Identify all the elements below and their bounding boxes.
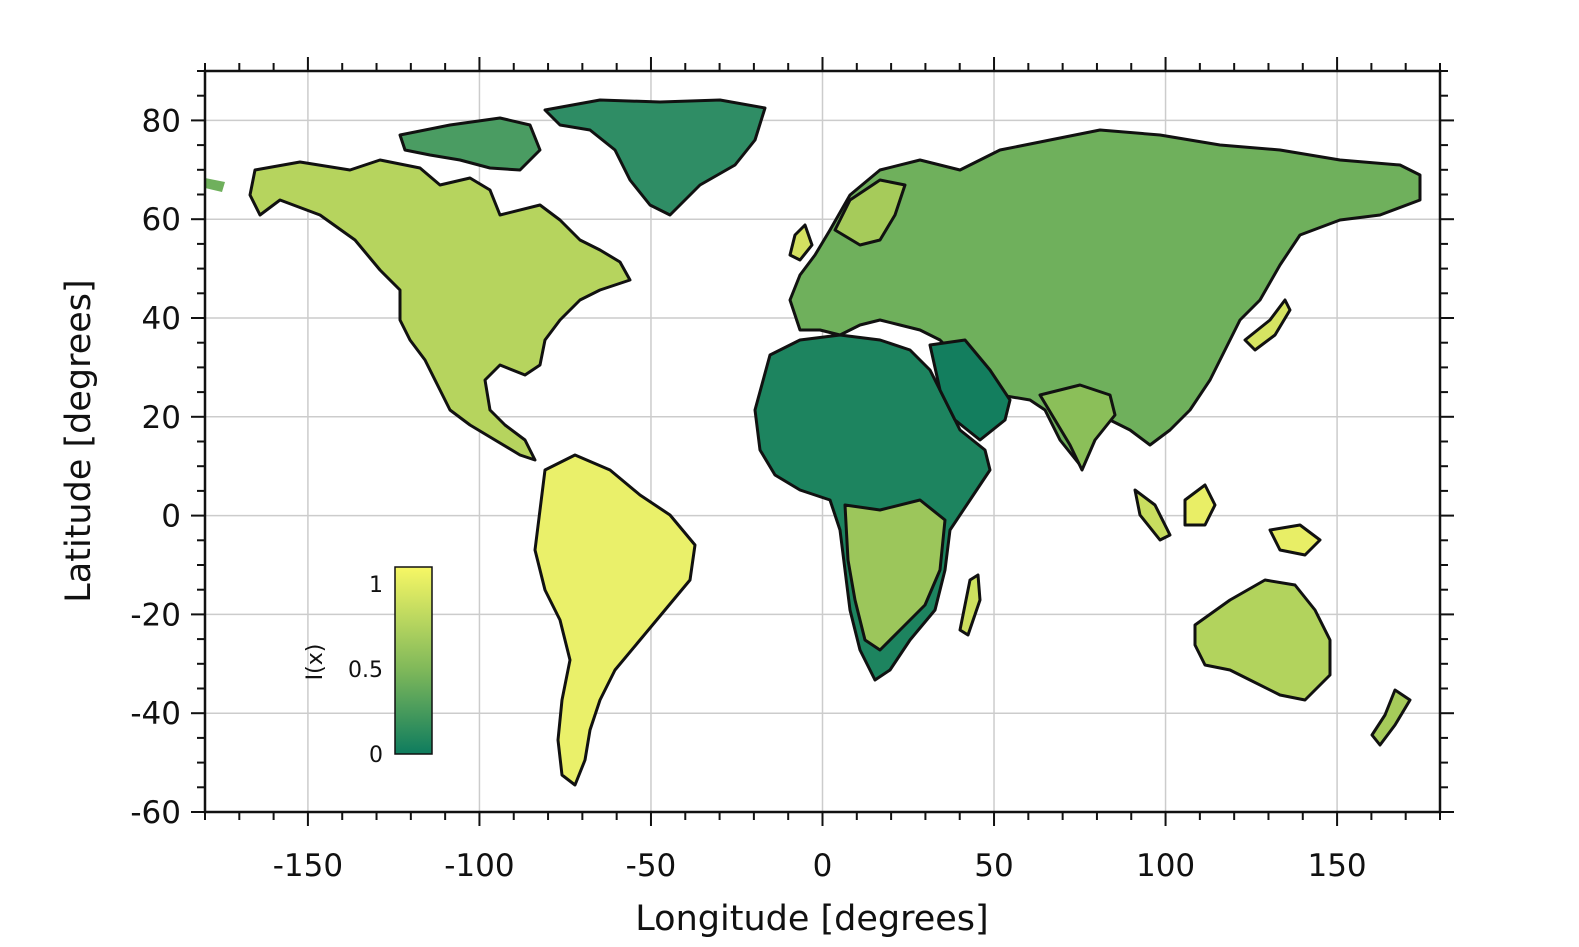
x-axis-title: Longitude [degrees]: [635, 899, 988, 939]
x-tick-label: 100: [1136, 848, 1195, 884]
landmass-borneo: [1183, 483, 1217, 527]
landmass-new-guinea: [1268, 523, 1322, 557]
y-tick-label: 20: [142, 400, 181, 436]
landmass-greenland: [543, 98, 767, 217]
landmass-far-east-edge: [205, 178, 225, 192]
y-tick-label: -60: [130, 795, 181, 831]
colorbar: I(x) 00.51: [303, 566, 433, 768]
colorbar-label: I(x): [303, 644, 328, 681]
landmass-south-america: [533, 453, 697, 787]
x-tick-label: -100: [444, 848, 514, 884]
landmass-north-america: [248, 158, 632, 462]
x-tick-label: 0: [813, 848, 833, 884]
colorbar-tick-labels: 00.51: [348, 573, 383, 768]
x-tick-label: 150: [1307, 848, 1366, 884]
y-tick-labels: 80 60 40 20 0 -20 -40 -60: [130, 103, 181, 831]
land-masses: [205, 98, 1422, 787]
axis-ticks: [191, 57, 1454, 826]
colorbar-tick-label: 1: [369, 573, 383, 598]
x-tick-label: 50: [974, 848, 1013, 884]
y-tick-label: 80: [142, 103, 181, 139]
landmass-scandinavia: [833, 178, 907, 247]
y-tick-label: 60: [142, 202, 181, 238]
landmass-britain: [788, 223, 814, 262]
landmass-madagascar: [958, 573, 982, 637]
x-tick-labels: -150 -100 -50 0 50 100 150: [273, 848, 1367, 884]
landmass-new-zealand: [1370, 688, 1412, 747]
colorbar-gradient: [394, 566, 433, 755]
x-tick-label: -150: [273, 848, 343, 884]
y-axis-title: Latitude [degrees]: [59, 279, 99, 602]
colorbar-tick-label: 0.5: [348, 658, 383, 683]
y-tick-label: -20: [130, 597, 181, 633]
landmass-india: [1038, 383, 1117, 472]
y-tick-label: 40: [142, 301, 181, 337]
y-tick-label: 0: [161, 499, 181, 535]
landmass-eurasia: [788, 128, 1422, 467]
colorbar-tick-label: 0: [369, 743, 383, 768]
x-tick-label: -50: [626, 848, 677, 884]
landmass-southern-africa: [843, 498, 947, 652]
landmass-arctic-islands: [398, 116, 542, 172]
landmass-japan: [1243, 298, 1292, 352]
landmass-australia: [1193, 578, 1332, 702]
y-tick-label: -40: [130, 696, 181, 732]
landmass-arabia: [928, 338, 1012, 442]
landmass-sumatra: [1133, 488, 1172, 542]
